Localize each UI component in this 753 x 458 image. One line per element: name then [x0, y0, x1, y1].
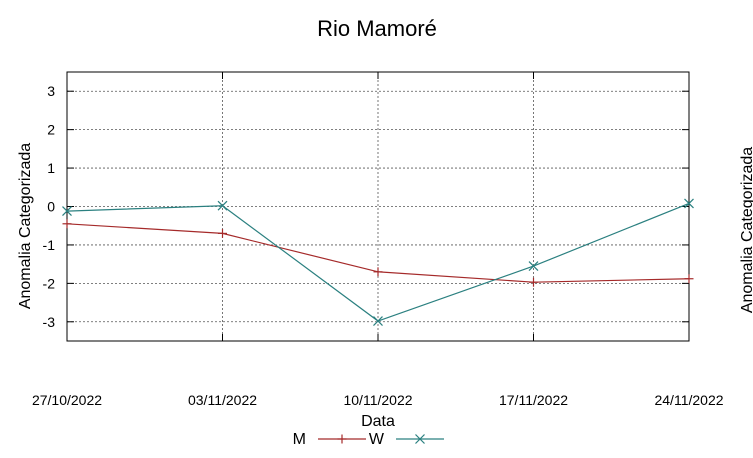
x-tick-label: 24/11/2022	[654, 392, 723, 408]
data-point	[373, 316, 383, 326]
data-point	[62, 206, 72, 217]
x-tick-label: 10/11/2022	[343, 392, 412, 408]
chart-title: Rio Mamoré	[317, 16, 437, 41]
data-point	[62, 219, 72, 229]
data-point	[684, 274, 694, 284]
data-point	[684, 198, 694, 209]
y-tick-label: 1	[47, 160, 55, 176]
x-tick-label: 17/11/2022	[499, 392, 568, 408]
legend: M W	[293, 431, 444, 448]
legend-label-w: W	[369, 431, 385, 448]
data-series	[62, 198, 694, 326]
y-tick-label: 0	[47, 199, 55, 215]
data-point	[528, 261, 539, 271]
gridlines	[66, 72, 690, 341]
y-tick-label: -3	[43, 314, 56, 330]
y-tick-label: -1	[43, 237, 56, 253]
y-tick-label: -2	[43, 275, 56, 291]
y-axis-title: Anomalia Categorizada	[17, 143, 34, 309]
legend-marker-m	[337, 434, 347, 444]
series-w	[62, 198, 694, 326]
right-axis-title-clipped: Anomalia Categorizada	[739, 147, 753, 313]
data-point	[373, 267, 383, 277]
x-tick-label: 03/11/2022	[188, 392, 257, 408]
legend-point-marker	[415, 434, 425, 444]
point-marker	[373, 316, 383, 326]
point-marker	[62, 206, 72, 217]
x-tick-label: 27/10/2022	[32, 392, 102, 408]
series-m	[62, 219, 694, 287]
y-axis: 3 2 1 0 -1 -2 -3	[43, 83, 689, 330]
data-point	[529, 277, 538, 287]
y-tick-label: 2	[47, 122, 55, 138]
point-marker	[528, 261, 539, 271]
point-marker	[684, 198, 694, 209]
point-marker	[217, 200, 228, 211]
data-point	[217, 200, 228, 211]
x-axis: 27/10/2022 03/11/2022 10/11/2022 17/11/2022…	[32, 72, 724, 408]
x-axis-title: Data	[361, 413, 395, 430]
y-tick-label: 3	[47, 83, 55, 99]
legend-label-m: M	[293, 431, 306, 448]
data-point	[218, 228, 227, 238]
legend-marker-w	[415, 434, 425, 444]
